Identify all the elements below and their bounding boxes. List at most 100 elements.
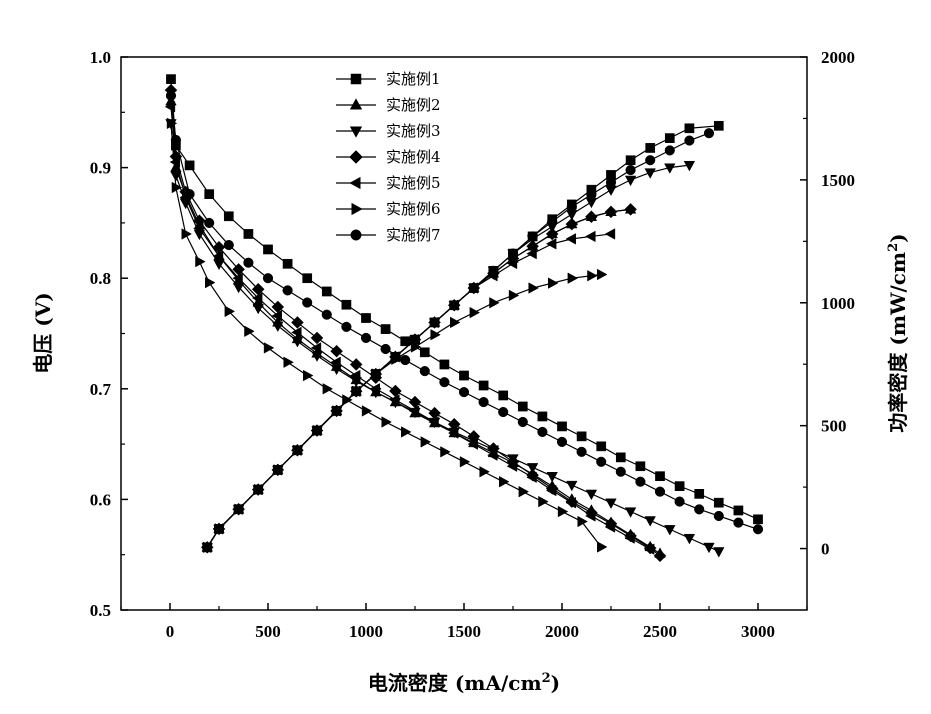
voltage-point	[223, 239, 234, 251]
power-point	[506, 257, 518, 270]
voltage-point	[252, 303, 264, 315]
power-point	[586, 189, 597, 200]
voltage-point	[251, 292, 263, 304]
power-point	[370, 368, 381, 380]
power-point	[585, 210, 598, 224]
voltage-point	[577, 515, 588, 528]
voltage-point	[181, 228, 192, 240]
voltage-point	[419, 347, 430, 358]
voltage-point	[322, 383, 334, 395]
voltage-point	[479, 466, 490, 478]
legend-label: 实施例5	[386, 174, 441, 192]
voltage-point	[223, 211, 234, 222]
voltage-point	[694, 489, 705, 499]
legend-marker	[351, 202, 363, 216]
voltage-point	[428, 416, 439, 428]
legend-marker	[349, 126, 363, 138]
voltage-point	[439, 377, 450, 388]
voltage-point	[557, 421, 567, 432]
voltage-point	[184, 189, 195, 200]
voltage-point	[683, 533, 696, 545]
voltage-point	[341, 299, 352, 310]
legend-label: 实施例7	[386, 226, 441, 244]
voltage-point	[517, 416, 528, 428]
legend-label: 实施例3	[386, 122, 441, 140]
voltage-point	[615, 466, 626, 477]
voltage-point	[566, 480, 578, 492]
voltage-point	[428, 406, 441, 420]
power-point	[430, 329, 441, 341]
power-point	[703, 128, 715, 139]
power-point	[664, 133, 675, 143]
voltage-point	[478, 380, 489, 391]
voltage-point	[576, 446, 587, 457]
y-tick-label: 0.5	[90, 601, 111, 620]
voltage-point	[389, 394, 400, 406]
legend-marker	[350, 73, 362, 85]
voltage-point	[565, 497, 576, 509]
voltage-point	[243, 229, 254, 239]
series-1	[166, 74, 763, 553]
power-line	[206, 132, 710, 548]
voltage-point	[341, 321, 352, 332]
voltage-point	[408, 405, 420, 417]
voltage-point	[585, 489, 598, 501]
voltage-point	[321, 309, 332, 320]
voltage-point	[244, 325, 255, 337]
series-3	[165, 119, 725, 558]
voltage-point	[408, 395, 422, 409]
voltage-point	[674, 481, 685, 491]
voltage-point	[674, 496, 685, 507]
voltage-point	[243, 257, 254, 268]
power-point	[528, 282, 539, 294]
voltage-point	[447, 427, 459, 439]
voltage-point	[381, 416, 392, 428]
voltage-point	[644, 516, 656, 527]
voltage-point	[596, 456, 607, 467]
voltage-point	[361, 405, 373, 417]
voltage-point	[615, 452, 626, 463]
voltage-point	[400, 336, 411, 347]
x-tick-label: 500	[255, 622, 281, 641]
voltage-point	[713, 547, 725, 558]
voltage-point	[330, 344, 343, 358]
voltage-line	[170, 90, 661, 557]
x-tick-label: 1500	[447, 622, 481, 641]
voltage-point	[478, 396, 489, 408]
voltage-point	[232, 282, 245, 294]
voltage-point	[752, 524, 764, 535]
voltage-point	[212, 250, 224, 262]
power-point	[567, 272, 579, 284]
power-point	[469, 306, 481, 319]
series-5	[164, 101, 655, 555]
voltage-point	[459, 370, 469, 381]
voltage-point	[302, 273, 313, 284]
voltage-point	[733, 517, 744, 528]
voltage-point	[400, 354, 411, 366]
power-point	[545, 227, 559, 241]
voltage-point	[204, 217, 215, 228]
series-7	[165, 90, 764, 553]
voltage-point	[310, 331, 324, 345]
voltage-point	[439, 359, 450, 370]
y-tick-label: 0.7	[90, 380, 112, 399]
voltage-point	[195, 255, 206, 268]
voltage-point	[605, 498, 617, 509]
voltage-point	[401, 426, 412, 438]
voltage-point	[498, 390, 509, 401]
voltage-point	[291, 337, 304, 348]
voltage-point	[321, 286, 332, 297]
power-point	[605, 177, 617, 188]
series-layer	[164, 74, 764, 563]
y2-tick-label: 2000	[821, 48, 855, 67]
legend-label: 实施例6	[386, 200, 441, 218]
voltage-point	[604, 521, 616, 533]
power-point	[625, 155, 636, 166]
voltage-point	[380, 343, 391, 355]
voltage-point	[635, 461, 646, 472]
voltage-point	[458, 387, 470, 398]
voltage-point	[213, 259, 225, 271]
power-point	[713, 120, 724, 131]
voltage-point	[643, 543, 655, 555]
power-point	[644, 168, 656, 179]
